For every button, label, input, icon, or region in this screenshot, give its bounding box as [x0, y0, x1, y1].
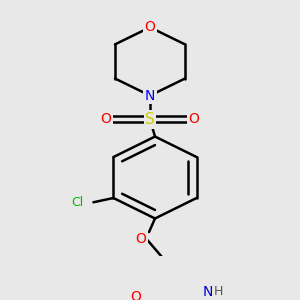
Text: N: N [145, 88, 155, 103]
Text: O: O [130, 290, 141, 300]
Text: O: O [136, 232, 146, 246]
Text: O: O [145, 20, 155, 34]
Text: N: N [203, 285, 213, 299]
Text: O: O [189, 112, 200, 127]
Text: O: O [100, 112, 111, 127]
Text: S: S [145, 112, 155, 127]
Text: Cl: Cl [71, 196, 84, 209]
Text: H: H [213, 285, 223, 298]
